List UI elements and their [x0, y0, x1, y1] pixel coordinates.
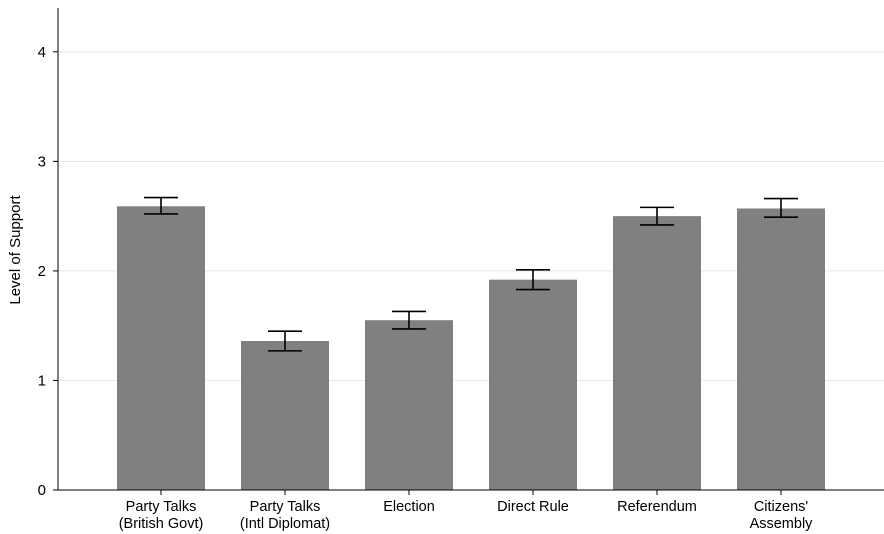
bar [737, 208, 825, 490]
y-tick-label: 3 [38, 153, 46, 170]
x-tick-label: Party Talks (Intl Diplomat) [240, 499, 330, 532]
y-ticks: 0 1 2 3 4 [38, 44, 58, 499]
x-tick-label-line: Direct Rule [497, 499, 569, 515]
x-tick-label: Party Talks (British Govt) [119, 499, 204, 532]
x-tick-label-line: Assembly [750, 516, 814, 532]
x-tick-label-line: (British Govt) [119, 516, 204, 532]
axes [57, 8, 884, 491]
x-tick-label-line: Election [383, 499, 435, 515]
bar [241, 341, 329, 490]
y-axis-title: Level of Support [7, 195, 24, 305]
bar [365, 320, 453, 490]
y-tick-label: 1 [38, 372, 46, 389]
x-tick-label-line: (Intl Diplomat) [240, 516, 330, 532]
x-tick-label: Election [383, 499, 435, 515]
bar [613, 216, 701, 491]
x-tick-label-line: Citizens' [754, 499, 809, 515]
error-bar [516, 269, 550, 291]
bars-group [117, 206, 825, 491]
x-tick-label-line: Party Talks [250, 499, 321, 515]
error-bar [268, 330, 302, 352]
x-tick-label-line: Party Talks [126, 499, 197, 515]
x-tick-label: Direct Rule [497, 499, 569, 515]
bar [117, 206, 205, 490]
x-tick-label-line: Referendum [617, 499, 697, 515]
x-tick-labels: Party Talks (British Govt)Party Talks (Int… [119, 490, 813, 532]
x-tick-label: Referendum [617, 499, 697, 515]
error-bar [764, 197, 798, 219]
error-bar [640, 206, 674, 226]
error-bar [144, 196, 178, 215]
x-tick-label: Citizens' Assembly [750, 499, 814, 532]
y-tick-label: 2 [38, 263, 46, 280]
error-bars-group [144, 196, 798, 352]
error-bar [392, 310, 426, 330]
y-tick-label: 4 [38, 44, 46, 61]
y-tick-label: 0 [38, 482, 46, 499]
bar [489, 279, 577, 490]
